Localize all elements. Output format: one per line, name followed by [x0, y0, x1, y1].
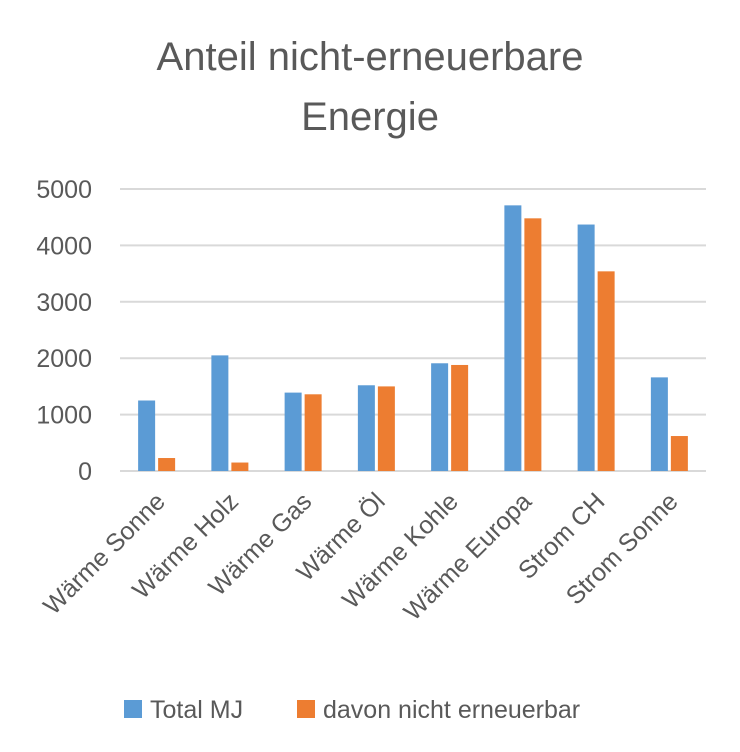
bar-davon-nicht-erneuerbar-strom-ch — [597, 271, 615, 471]
bar-total-mj-waerme-sonne — [138, 400, 156, 471]
y-tick-label: 1000 — [36, 402, 92, 430]
chart-title-line-2: Energie — [301, 95, 439, 139]
x-category-label-waerme-europa: Wärme Europa — [398, 487, 537, 626]
y-tick-label: 0 — [78, 458, 92, 486]
y-tick-label: 4000 — [36, 232, 92, 260]
bar-total-mj-waerme-gas — [284, 392, 302, 471]
bar-total-mj-waerme-oel — [357, 385, 375, 471]
y-tick-label: 3000 — [36, 289, 92, 317]
bar-davon-nicht-erneuerbar-waerme-kohle — [451, 364, 469, 471]
gridlines — [120, 188, 706, 472]
bar-total-mj-strom-ch — [577, 224, 595, 471]
bar-davon-nicht-erneuerbar-waerme-oel — [377, 386, 395, 471]
y-tick-label: 2000 — [36, 345, 92, 373]
bar-davon-nicht-erneuerbar-waerme-europa — [524, 218, 542, 471]
bar-davon-nicht-erneuerbar-waerme-holz — [231, 462, 249, 471]
bar-total-mj-waerme-kohle — [431, 363, 449, 471]
bar-davon-nicht-erneuerbar-strom-sonne — [670, 436, 688, 471]
legend: Total MJ davon nicht erneuerbar — [124, 696, 580, 724]
bar-total-mj-waerme-europa — [504, 205, 522, 471]
bar-davon-nicht-erneuerbar-waerme-gas — [304, 394, 322, 471]
bars — [138, 205, 688, 471]
bar-total-mj-strom-sonne — [650, 377, 668, 471]
y-tick-label: 5000 — [36, 176, 92, 204]
legend-label-total-mj: Total MJ — [150, 696, 243, 724]
legend-swatch-total-mj — [124, 700, 142, 718]
y-axis-ticks: 0 1000 2000 3000 4000 5000 — [36, 176, 92, 486]
legend-swatch-davon-nicht-erneuerbar — [297, 700, 315, 718]
legend-label-davon-nicht-erneuerbar: davon nicht erneuerbar — [323, 696, 580, 724]
bar-davon-nicht-erneuerbar-waerme-sonne — [158, 458, 176, 471]
chart-title-line-1: Anteil nicht-erneuerbare — [157, 35, 584, 79]
bar-total-mj-waerme-holz — [211, 355, 229, 471]
